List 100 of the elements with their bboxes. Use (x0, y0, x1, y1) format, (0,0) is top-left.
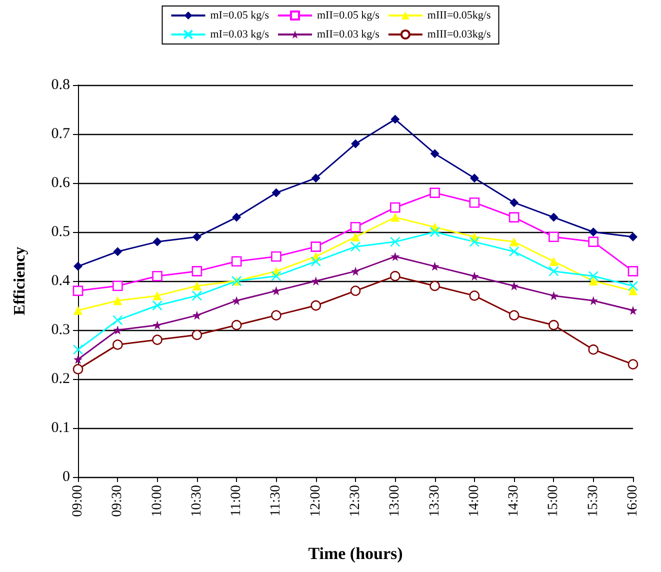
x-tick-label: 14:00 (466, 485, 482, 517)
y-tick-label: 0.8 (51, 77, 70, 93)
x-tick-label: 15:00 (546, 485, 562, 517)
point (628, 266, 638, 276)
point (430, 188, 440, 198)
point (430, 149, 440, 158)
point (510, 237, 519, 246)
point (113, 247, 122, 256)
legend-label: mI=0.05 kg/s (210, 10, 270, 22)
point (549, 291, 558, 300)
point (271, 270, 282, 282)
point (588, 344, 599, 355)
point (310, 300, 322, 311)
x-tick-label: 11:00 (229, 485, 244, 516)
point (588, 276, 598, 286)
point (350, 242, 361, 252)
point (272, 188, 281, 198)
y-tick-label: 0 (62, 469, 70, 485)
point (470, 174, 479, 183)
point (74, 354, 82, 364)
point (152, 291, 162, 300)
point (231, 320, 242, 330)
point (271, 310, 282, 320)
x-tick-label: 15:30 (586, 485, 601, 517)
point (192, 330, 202, 340)
point (152, 300, 162, 311)
point (311, 276, 320, 286)
point (113, 326, 122, 334)
point (549, 212, 558, 222)
point (310, 256, 322, 267)
point (72, 286, 84, 296)
point (588, 236, 599, 247)
x-tick-label: 11:30 (268, 485, 284, 516)
x-tick-label: 13:30 (427, 485, 442, 517)
y-tick-label: 0.3 (51, 322, 70, 338)
point (390, 236, 400, 247)
y-tick-label: 0.6 (51, 175, 70, 191)
point (390, 202, 400, 213)
point (351, 232, 360, 242)
x-axis-title: Time (hours) (308, 544, 403, 563)
point (588, 270, 599, 282)
point (112, 280, 123, 292)
point (112, 315, 123, 326)
point (390, 252, 400, 261)
point (74, 306, 82, 315)
y-tick-label: 0.5 (51, 224, 70, 240)
point (549, 256, 558, 266)
x-tick-label: 14:30 (506, 485, 522, 517)
point (469, 290, 480, 301)
point (469, 197, 480, 208)
point (271, 251, 282, 262)
point (232, 212, 242, 222)
y-tick-label: 0.1 (51, 420, 70, 436)
point (508, 246, 520, 257)
point (628, 306, 638, 315)
point (74, 262, 82, 271)
point (152, 237, 162, 246)
x-tick-label: 13:00 (388, 485, 403, 517)
point (628, 359, 638, 370)
x-tick-label: 16:00 (626, 485, 640, 517)
point (310, 242, 322, 252)
point (469, 236, 480, 247)
y-tick-label: 0.2 (51, 371, 70, 387)
legend-label: mIII=0.05kg/s (427, 10, 491, 22)
point (628, 232, 638, 242)
point (351, 139, 360, 148)
point (390, 212, 400, 222)
point (430, 262, 440, 271)
point (628, 280, 638, 292)
point (72, 364, 84, 374)
x-tick-label: 10:00 (150, 485, 165, 517)
point (311, 174, 320, 183)
point (430, 280, 440, 292)
point (548, 266, 559, 276)
legend-label: mII=0.03 kg/s (317, 28, 380, 40)
point (350, 286, 361, 296)
point (350, 222, 361, 232)
legend-label: mII=0.05 kg/s (317, 10, 380, 22)
x-tick-label: 09:00 (70, 485, 86, 517)
x-tick-label: 12:00 (308, 485, 324, 517)
point (72, 344, 84, 355)
point (351, 266, 360, 276)
point (390, 114, 400, 124)
legend-label: mIII=0.03kg/s (427, 28, 491, 40)
point (192, 310, 202, 320)
point (113, 296, 122, 306)
legend-label: mI=0.03 kg/s (210, 28, 270, 40)
point (548, 232, 559, 242)
y-tick-label: 0.4 (51, 273, 70, 289)
point (508, 212, 520, 222)
point (430, 226, 440, 238)
y-tick-label: 0.7 (51, 126, 70, 142)
y-axis-title: Efficiency (12, 246, 28, 316)
point (152, 270, 162, 282)
point (588, 228, 598, 236)
point (390, 270, 400, 282)
point (548, 320, 559, 330)
point (231, 256, 242, 267)
x-tick-label: 10:30 (189, 485, 204, 517)
x-tick-label: 12:30 (348, 485, 363, 517)
